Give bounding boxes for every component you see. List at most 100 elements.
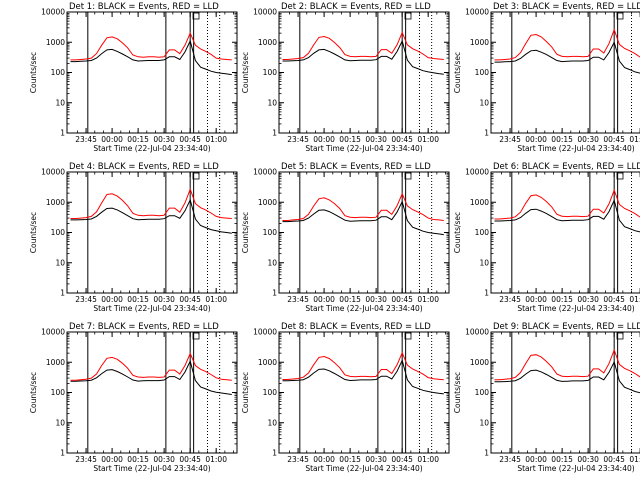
detector-panel: Det 2: BLACK = Events, RED = LLD Counts/s…	[241, 2, 450, 153]
x-tick-label: 00:30	[365, 135, 387, 144]
series-line-lld	[494, 188, 640, 220]
series-line-lld	[494, 28, 640, 61]
x-tick-label: 23:45	[499, 135, 521, 144]
x-tick-label: 00:00	[101, 135, 123, 144]
y-tick-label: 1000	[258, 38, 277, 47]
detector-panel: Det 6: BLACK = Events, RED = LLD Counts/s…	[453, 162, 640, 313]
y-axis-label: Counts/sec	[29, 372, 38, 413]
y-axis-label: Counts/sec	[453, 52, 462, 93]
y-tick-label: 10	[479, 98, 489, 107]
x-axis-label: Start Time (22-Jul-04 23:34:40)	[93, 464, 210, 473]
series-line-events	[282, 358, 444, 395]
y-tick-label: 100	[475, 388, 490, 397]
x-tick-label: 00:30	[577, 455, 599, 464]
x-tick-label: 01:00	[629, 455, 640, 464]
x-tick-label: 00:15	[551, 135, 573, 144]
y-tick-label: 10	[55, 258, 65, 267]
x-tick-label: 23:45	[75, 455, 97, 464]
x-axis-label: Start Time (22-Jul-04 23:34:40)	[517, 144, 634, 153]
y-tick-label: 100	[475, 68, 490, 77]
x-tick-label: 00:45	[603, 295, 625, 304]
y-tick-label: 10000	[465, 168, 489, 177]
detector-panel: Det 1: BLACK = Events, RED = LLD Counts/s…	[29, 2, 238, 153]
plot-frame	[66, 331, 238, 454]
panel-title: Det 1: BLACK = Events, RED = LLD	[69, 2, 219, 12]
x-tick-label: 23:45	[287, 135, 309, 144]
x-tick-label: 00:15	[551, 455, 573, 464]
y-tick-label: 100	[51, 228, 66, 237]
x-tick-label: 00:15	[551, 295, 573, 304]
y-tick-label: 10000	[41, 328, 65, 337]
series-line-events	[282, 39, 444, 75]
y-axis-label: Counts/sec	[241, 52, 250, 93]
x-tick-label: 01:00	[417, 295, 439, 304]
detector-panel: Det 9: BLACK = Events, RED = LLD Counts/s…	[453, 322, 640, 473]
y-tick-label: 1000	[258, 358, 277, 367]
y-tick-label: 1	[60, 449, 65, 458]
x-tick-label: 00:30	[577, 135, 599, 144]
x-tick-label: 01:00	[205, 455, 227, 464]
y-tick-label: 100	[263, 68, 278, 77]
x-tick-label: 00:15	[127, 135, 149, 144]
panel-title: Det 9: BLACK = Events, RED = LLD	[493, 322, 640, 332]
x-tick-label: 23:45	[75, 295, 97, 304]
y-tick-label: 1000	[46, 38, 65, 47]
y-tick-label: 1	[272, 129, 277, 138]
x-tick-label: 01:00	[629, 295, 640, 304]
x-axis-label: Start Time (22-Jul-04 23:34:40)	[93, 304, 210, 313]
plot-frame	[490, 11, 640, 134]
x-tick-label: 01:00	[417, 135, 439, 144]
panel-title: Det 3: BLACK = Events, RED = LLD	[493, 2, 640, 12]
y-tick-label: 1000	[470, 358, 489, 367]
detector-panel: Det 5: BLACK = Events, RED = LLD Counts/s…	[241, 162, 450, 313]
x-axis-label: Start Time (22-Jul-04 23:34:40)	[305, 464, 422, 473]
x-tick-label: 00:15	[339, 135, 361, 144]
x-tick-label: 23:45	[499, 295, 521, 304]
x-axis-label: Start Time (22-Jul-04 23:34:40)	[517, 464, 634, 473]
y-axis-label: Counts/sec	[29, 212, 38, 253]
series-line-lld	[282, 31, 444, 60]
x-axis-label: Start Time (22-Jul-04 23:34:40)	[305, 304, 422, 313]
x-tick-label: 00:45	[603, 135, 625, 144]
series-line-events	[70, 359, 232, 395]
y-tick-label: 10	[479, 418, 489, 427]
y-tick-label: 10	[479, 258, 489, 267]
x-tick-label: 00:30	[153, 135, 175, 144]
y-tick-label: 1	[60, 129, 65, 138]
detector-panel: Det 8: BLACK = Events, RED = LLD Counts/s…	[241, 322, 450, 473]
panel-title: Det 6: BLACK = Events, RED = LLD	[493, 162, 640, 172]
x-tick-label: 23:45	[287, 295, 309, 304]
plot-frame	[278, 11, 450, 134]
x-axis-label: Start Time (22-Jul-04 23:34:40)	[305, 144, 422, 153]
series-line-lld	[282, 192, 444, 221]
x-tick-label: 00:45	[179, 455, 201, 464]
x-tick-label: 23:45	[287, 455, 309, 464]
x-tick-label: 00:15	[339, 295, 361, 304]
x-tick-label: 00:15	[127, 295, 149, 304]
legend-box	[616, 172, 624, 180]
x-tick-label: 00:00	[313, 135, 335, 144]
x-tick-label: 00:30	[153, 295, 175, 304]
legend-box	[616, 12, 624, 20]
x-tick-label: 00:45	[179, 135, 201, 144]
plot-frame	[66, 171, 238, 294]
x-tick-label: 00:45	[179, 295, 201, 304]
panel-grid: Det 1: BLACK = Events, RED = LLD Counts/s…	[29, 2, 640, 473]
series-line-events	[494, 198, 640, 233]
legend-box	[404, 172, 412, 180]
x-tick-label: 01:00	[205, 295, 227, 304]
series-line-events	[494, 360, 640, 394]
series-line-events	[70, 198, 232, 234]
y-tick-label: 1000	[470, 38, 489, 47]
y-tick-label: 1	[60, 289, 65, 298]
series-line-lld	[70, 352, 232, 381]
y-tick-label: 1000	[258, 198, 277, 207]
series-line-events	[70, 39, 232, 76]
legend-box	[404, 12, 412, 20]
y-tick-label: 1000	[46, 358, 65, 367]
x-tick-label: 00:00	[525, 295, 547, 304]
x-tick-label: 00:00	[101, 455, 123, 464]
x-tick-label: 23:45	[75, 135, 97, 144]
series-line-events	[282, 200, 444, 236]
